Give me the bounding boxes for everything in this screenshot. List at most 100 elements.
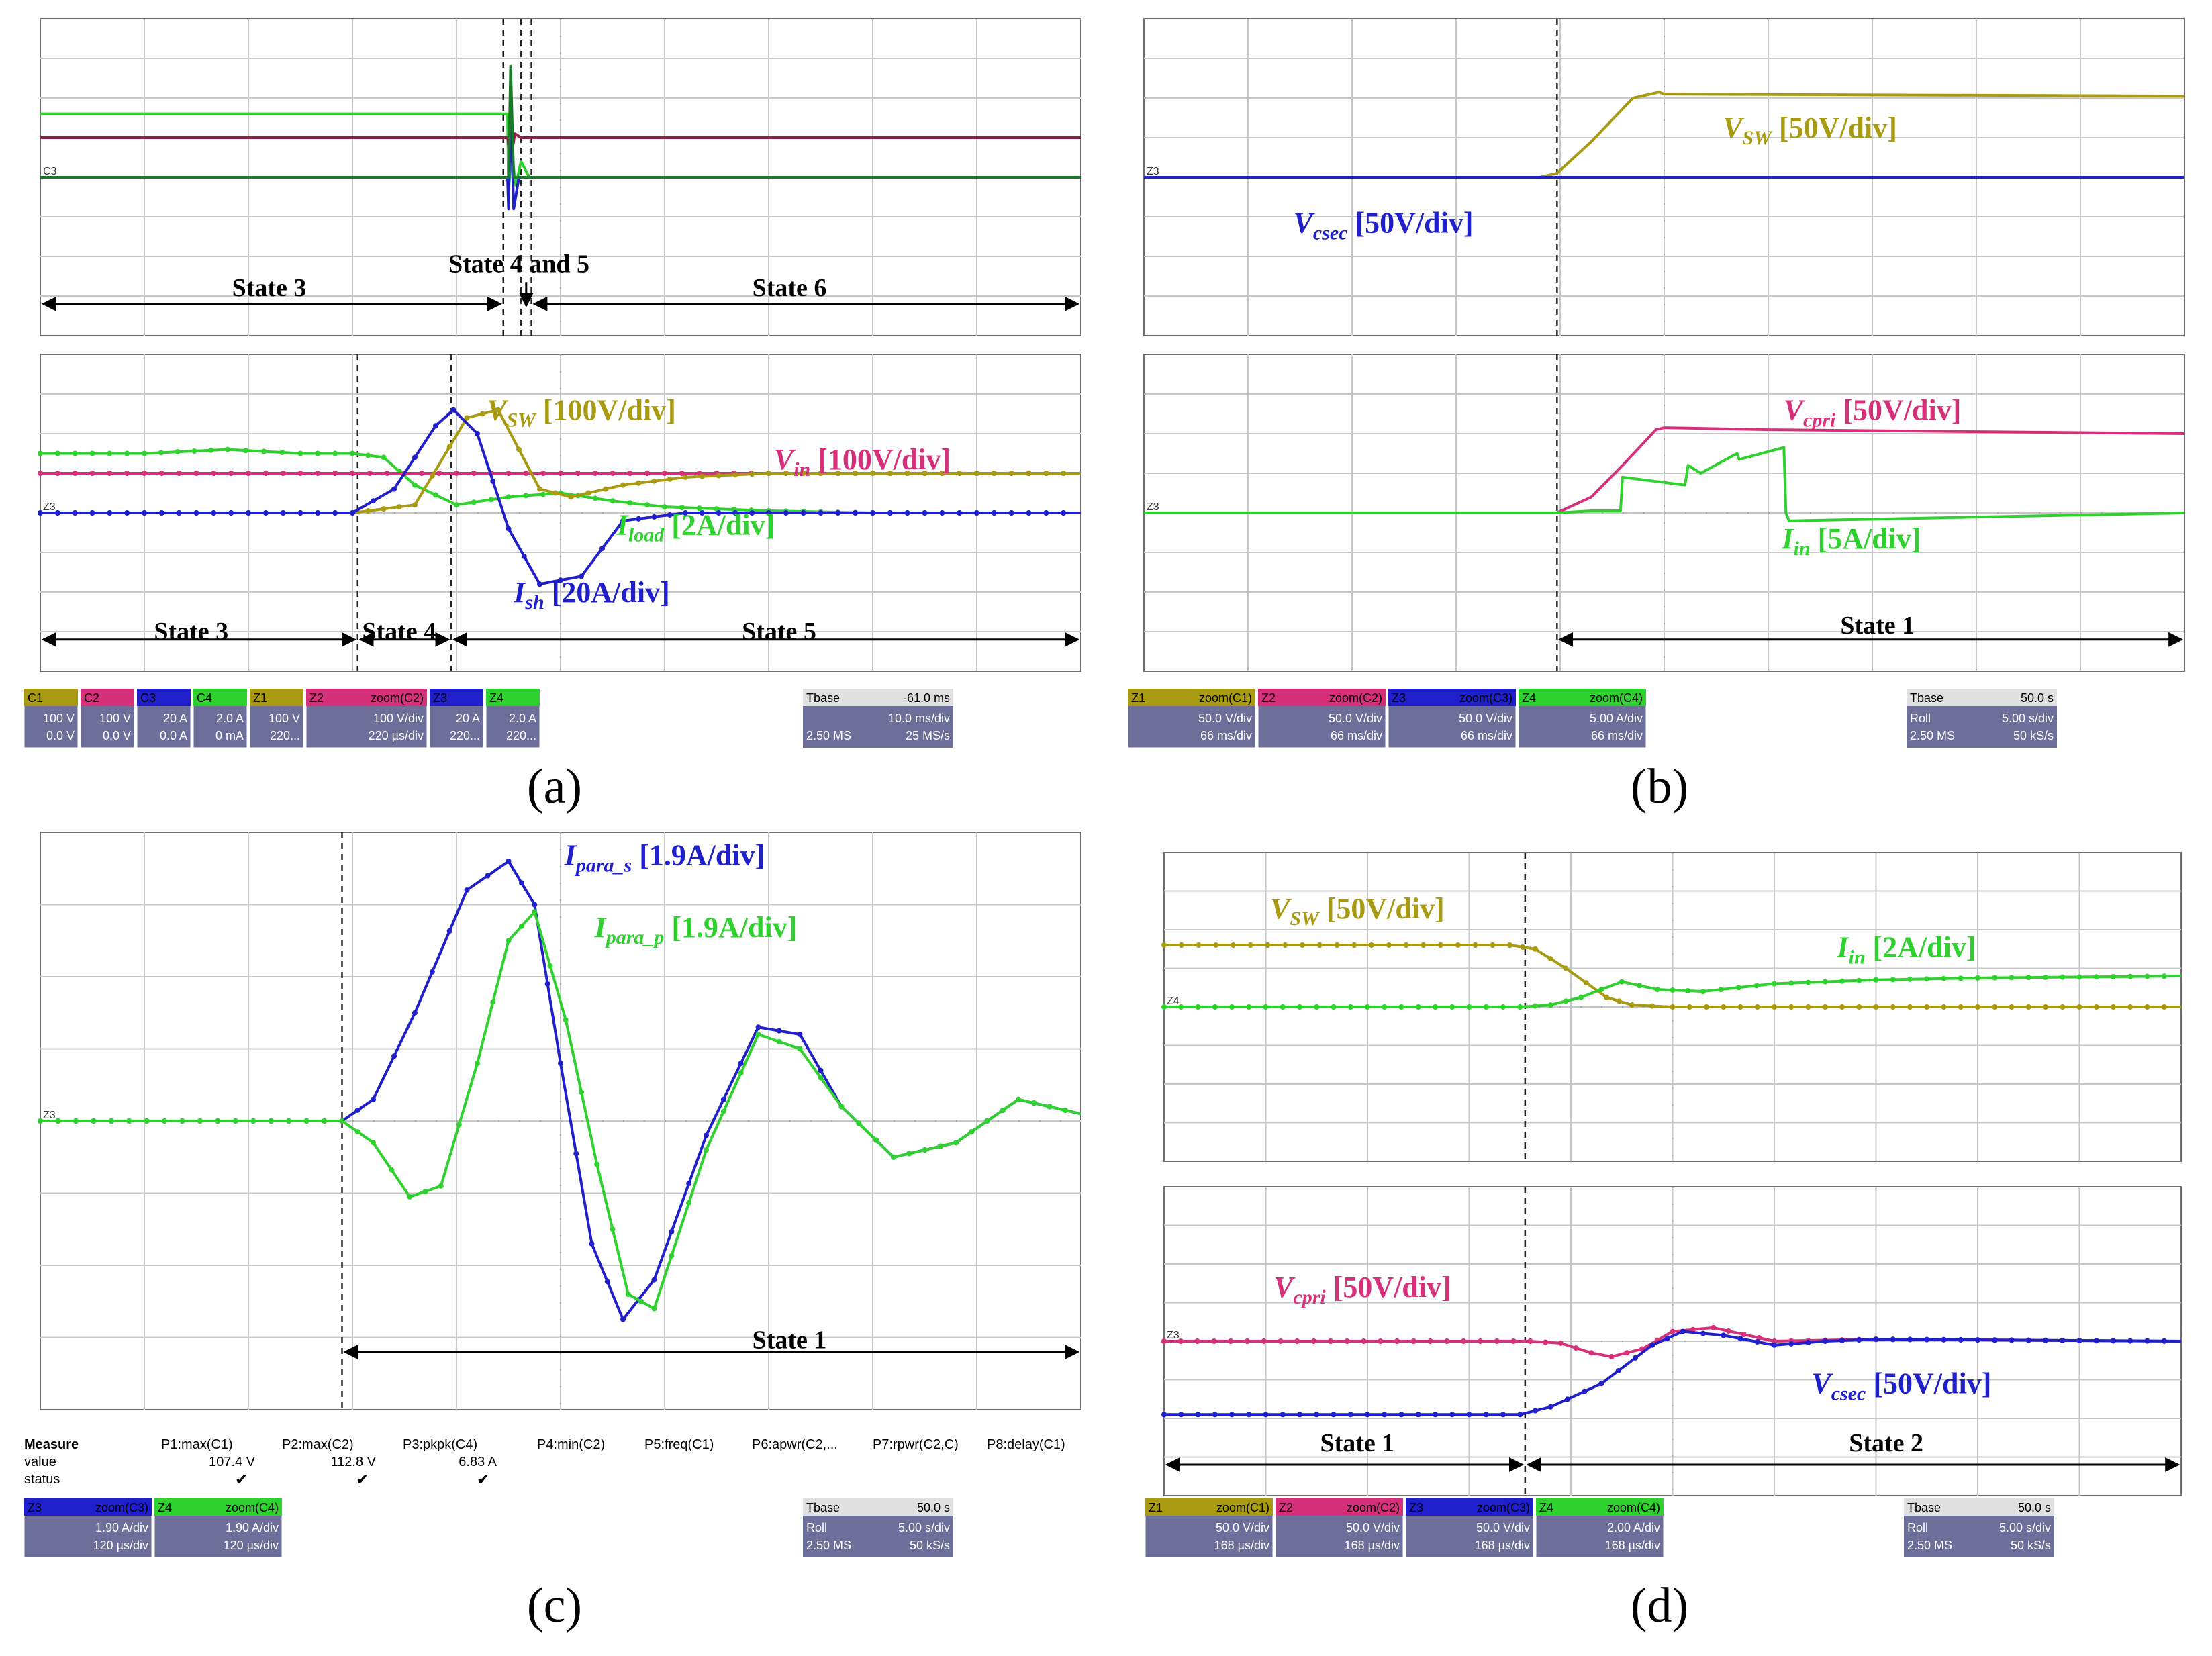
sample-point	[261, 448, 267, 454]
sample-point	[532, 902, 538, 908]
sample-point	[1483, 1004, 1489, 1010]
chart-d_top: Z4 VSW [50V/div] Iin [2A/div]	[1161, 853, 2182, 1161]
sample-point	[1195, 1412, 1201, 1418]
sample-point	[365, 508, 371, 514]
trace-label-scale: [50V/div]	[1347, 207, 1473, 240]
sample-point	[1483, 1412, 1489, 1418]
sample-point	[280, 510, 286, 516]
sample-point	[1532, 1003, 1538, 1009]
info-bar-b: Z1 zoom(C1) 50.0 V/div 66 ms/div Z2 zoom(C2) 5…	[1127, 688, 2057, 748]
trace-label: Ipara_s [1.9A/div]	[564, 838, 765, 876]
channel-scale: 2.0 A	[509, 712, 536, 725]
sample-point	[2111, 973, 2116, 979]
chart-b_bot: Z3 Vcpri [50V/div] Iin [5A/div] State 1	[1144, 354, 2185, 671]
ground-marker-label: Z3	[1147, 166, 1159, 177]
sample-point	[228, 510, 234, 516]
measure-status: ✔	[477, 1470, 490, 1489]
sample-point	[297, 471, 303, 476]
sample-point	[1427, 1338, 1433, 1344]
sample-point	[532, 909, 538, 915]
tbase-rate: 50 kS/s	[2013, 729, 2054, 742]
trace-label-symbol: I	[594, 911, 608, 944]
sample-point	[568, 494, 574, 500]
tbase-title: Tbase	[1910, 691, 1943, 705]
sample-point	[1229, 1412, 1235, 1418]
trace-label-scale: [50V/div]	[1866, 1367, 1991, 1400]
trace-label-symbol: V	[1294, 207, 1316, 240]
sample-point	[887, 471, 893, 476]
sample-point	[315, 510, 321, 516]
channel-name: C2	[84, 691, 99, 705]
sample-point	[610, 471, 616, 476]
sample-point	[1557, 1340, 1564, 1346]
tbase-rate: 50 kS/s	[2011, 1539, 2051, 1552]
sample-point	[1907, 1336, 1913, 1343]
channel-name: Z3	[1392, 691, 1406, 705]
channel-offset: 220...	[450, 729, 480, 742]
trace-label-subscript: in	[794, 458, 810, 481]
sample-point	[1680, 1328, 1686, 1334]
sample-point	[1735, 985, 1741, 991]
sample-point	[1500, 1004, 1506, 1010]
measure-header: P2:max(C2)	[282, 1437, 354, 1452]
sample-point	[1490, 942, 1496, 948]
sample-point	[638, 1298, 644, 1304]
sample-point	[1211, 1338, 1217, 1344]
measure-value: 112.8 V	[331, 1455, 377, 1469]
sample-point	[1472, 942, 1478, 948]
sample-point	[1261, 1338, 1267, 1344]
sample-point	[89, 471, 95, 476]
tbase-mode: Roll	[806, 1521, 827, 1535]
sample-point	[407, 1194, 413, 1200]
sample-point	[610, 1226, 616, 1232]
state-label: State 1	[1320, 1429, 1394, 1457]
channel-offset: 168 µs/div	[1475, 1539, 1530, 1552]
trace-label-symbol: V	[1273, 1271, 1296, 1304]
series-darkgreen	[40, 64, 1081, 179]
sample-point	[1543, 1339, 1549, 1345]
channel-offset: 220 µs/div	[369, 729, 424, 742]
trace-label-subscript: csec	[1313, 222, 1348, 244]
sample-point	[891, 1154, 896, 1160]
sample-point	[1941, 1004, 1947, 1010]
sample-point	[54, 471, 60, 476]
trace-label-subscript: SW	[1290, 908, 1320, 930]
channel-name: Z4	[158, 1501, 172, 1514]
channel-name: Z4	[489, 691, 503, 705]
trace-label: Iin [5A/div]	[1781, 522, 1921, 560]
channel-offset: 66 ms/div	[1461, 729, 1512, 742]
sample-point	[2093, 1004, 2099, 1010]
sample-point	[1788, 980, 1794, 986]
sample-point	[91, 1118, 97, 1124]
sample-point	[1517, 1412, 1523, 1418]
sample-point	[991, 510, 997, 516]
sample-point	[391, 486, 397, 492]
state-label: State 3	[232, 274, 307, 302]
sample-point	[516, 446, 522, 452]
channel-scale: 1.90 A/div	[95, 1521, 148, 1535]
sample-point	[716, 510, 722, 516]
sample-point	[1941, 975, 1947, 981]
sample-point	[1520, 944, 1526, 950]
sample-point	[651, 1277, 657, 1283]
channel-name: Z3	[433, 691, 447, 705]
sample-point	[371, 1096, 376, 1102]
measure-header: P7:rpwr(C2,C)	[873, 1437, 959, 1452]
sample-point	[620, 518, 626, 524]
sample-point	[818, 471, 824, 476]
sample-point	[1178, 1004, 1184, 1010]
sample-point	[1856, 1337, 1862, 1343]
sample-point	[371, 498, 376, 504]
sample-point	[620, 482, 626, 488]
sample-point	[2161, 1338, 2167, 1344]
sample-point	[1670, 1328, 1676, 1334]
sample-point	[720, 1108, 726, 1114]
sample-point	[953, 1140, 959, 1146]
sample-point	[89, 450, 95, 456]
sample-point	[683, 510, 688, 516]
sample-point	[2093, 1338, 2099, 1344]
trace-label-scale: [50V/div]	[1326, 1271, 1451, 1304]
sample-point	[1334, 942, 1340, 948]
tbase-mode: Roll	[1910, 712, 1931, 725]
